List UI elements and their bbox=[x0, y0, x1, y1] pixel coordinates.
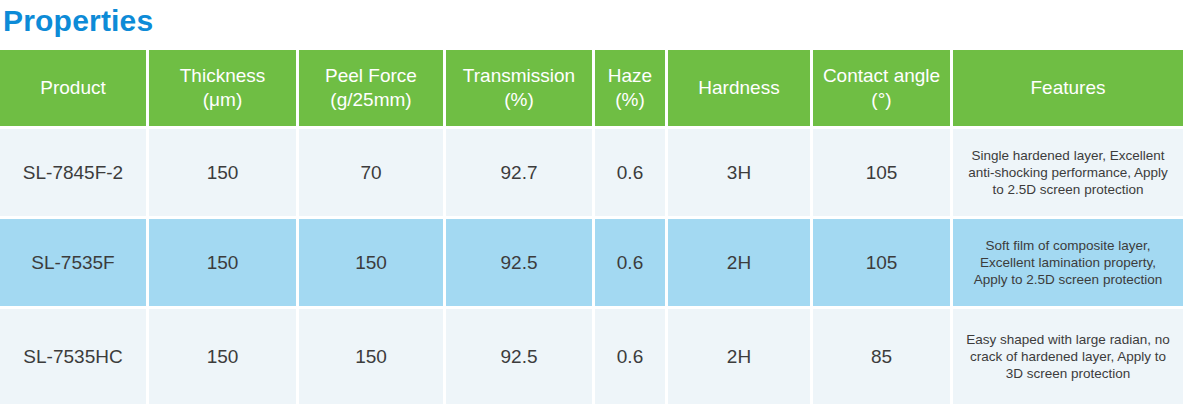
cell-peel-force: 150 bbox=[299, 309, 443, 404]
cell-features: Easy shaped with large radian, no crack … bbox=[953, 309, 1183, 404]
cell-hardness: 2H bbox=[668, 219, 810, 306]
cell-hardness: 3H bbox=[668, 129, 810, 216]
cell-contact-angle: 85 bbox=[813, 309, 950, 404]
cell-thickness: 150 bbox=[149, 309, 296, 404]
cell-transmission: 92.7 bbox=[446, 129, 592, 216]
cell-features: Soft film of composite layer, Excellent … bbox=[953, 219, 1183, 306]
properties-table: Product Thickness (μm) Peel Force (g/25m… bbox=[0, 50, 1183, 404]
cell-thickness: 150 bbox=[149, 219, 296, 306]
column-header-thickness: Thickness (μm) bbox=[149, 50, 296, 126]
page-title: Properties bbox=[3, 4, 1183, 38]
column-header-haze: Haze (%) bbox=[595, 50, 665, 126]
cell-contact-angle: 105 bbox=[813, 219, 950, 306]
cell-peel-force: 70 bbox=[299, 129, 443, 216]
cell-haze: 0.6 bbox=[595, 219, 665, 306]
column-header-contact-angle: Contact angle (°) bbox=[813, 50, 950, 126]
cell-contact-angle: 105 bbox=[813, 129, 950, 216]
column-header-product: Product bbox=[0, 50, 146, 126]
column-header-features: Features bbox=[953, 50, 1183, 126]
column-header-transmission: Transmission (%) bbox=[446, 50, 592, 126]
cell-transmission: 92.5 bbox=[446, 219, 592, 306]
column-header-hardness: Hardness bbox=[668, 50, 810, 126]
cell-peel-force: 150 bbox=[299, 219, 443, 306]
cell-product: SL-7535F bbox=[0, 219, 146, 306]
cell-product: SL-7845F-2 bbox=[0, 129, 146, 216]
cell-haze: 0.6 bbox=[595, 129, 665, 216]
page: Properties Product Thickness (μm) Peel F… bbox=[0, 0, 1183, 404]
cell-thickness: 150 bbox=[149, 129, 296, 216]
cell-haze: 0.6 bbox=[595, 309, 665, 404]
cell-product: SL-7535HC bbox=[0, 309, 146, 404]
cell-transmission: 92.5 bbox=[446, 309, 592, 404]
cell-hardness: 2H bbox=[668, 309, 810, 404]
cell-features: Single hardened layer, Excellent anti-sh… bbox=[953, 129, 1183, 216]
column-header-peel-force: Peel Force (g/25mm) bbox=[299, 50, 443, 126]
